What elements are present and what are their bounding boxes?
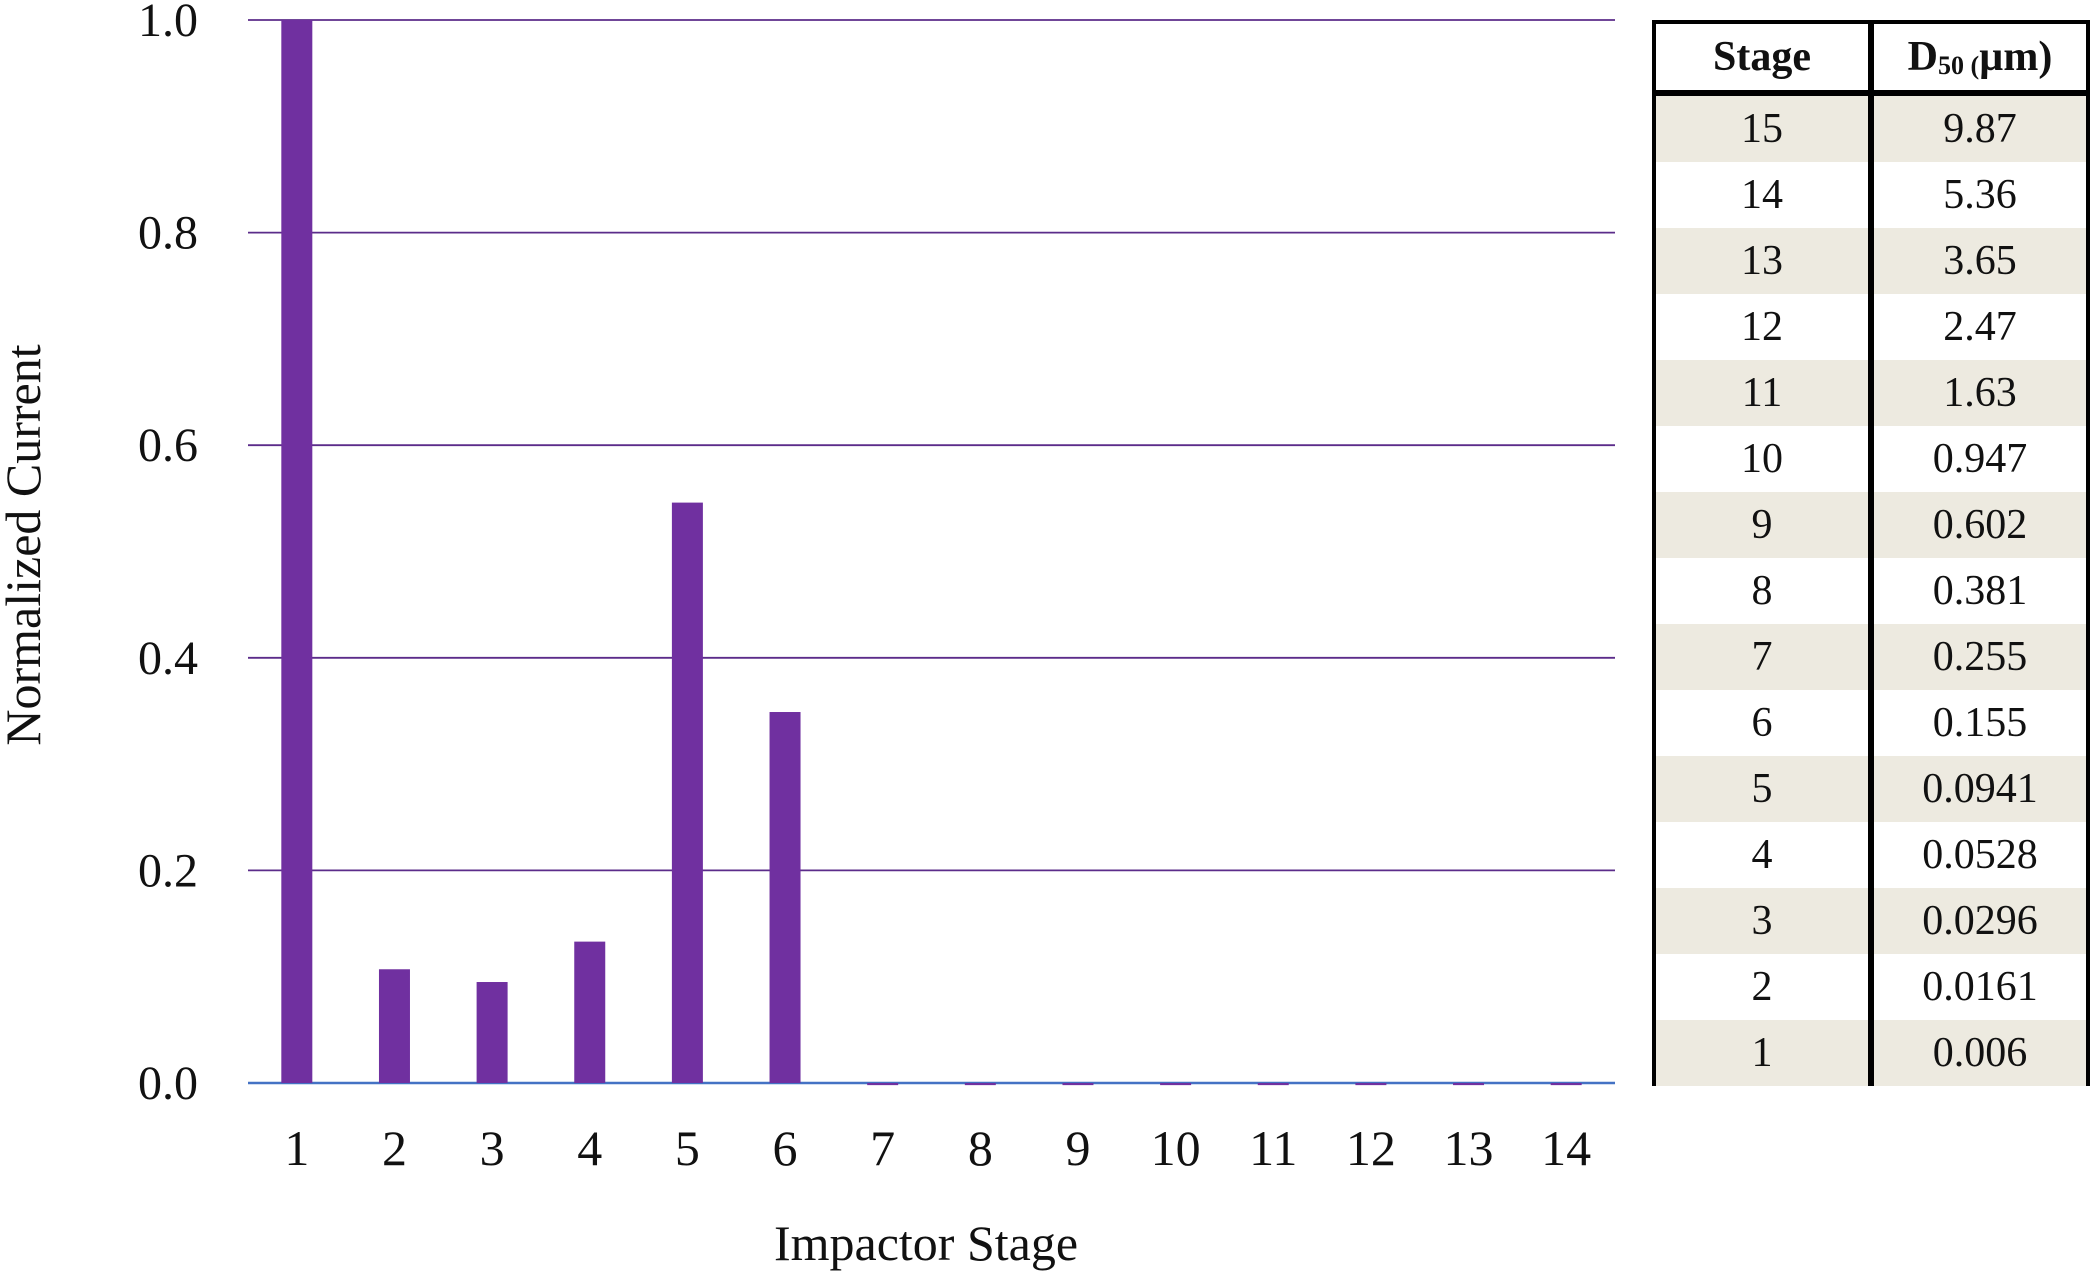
- header-d50-sub: 50 (: [1938, 51, 1980, 80]
- stage-cell: 3: [1656, 888, 1874, 954]
- bar-stage-7: [867, 1083, 899, 1086]
- table-row: 9 0.602: [1656, 492, 2086, 558]
- bar-stage-10: [1160, 1083, 1192, 1086]
- y-tick-label: 0.0: [138, 1057, 198, 1110]
- table-row: 14 5.36: [1656, 162, 2086, 228]
- y-tick-label: 0.6: [138, 419, 198, 472]
- d50-cell: 0.255: [1871, 624, 2086, 690]
- x-tick-label: 5: [675, 1120, 700, 1176]
- x-tick-label: 11: [1249, 1120, 1297, 1176]
- x-tick-label: 7: [870, 1120, 895, 1176]
- header-stage: Stage: [1656, 24, 1874, 96]
- stage-cell: 9: [1656, 492, 1874, 558]
- stage-cell: 13: [1656, 228, 1874, 294]
- y-tick-label: 1.0: [138, 0, 198, 47]
- table-row: 5 0.0941: [1656, 756, 2086, 822]
- bar-stage-13: [1453, 1083, 1485, 1086]
- d50-cell: 0.0161: [1871, 954, 2086, 1020]
- bar-stage-11: [1257, 1083, 1289, 1086]
- d50-cell: 0.155: [1871, 690, 2086, 756]
- header-d50-main: D: [1907, 34, 1938, 80]
- x-tick-label: 8: [968, 1120, 993, 1176]
- d50-cell: 0.381: [1871, 558, 2086, 624]
- table-row: 7 0.255: [1656, 624, 2086, 690]
- stage-cell: 4: [1656, 822, 1874, 888]
- bar-stage-1: [281, 20, 313, 1083]
- x-tick-label: 13: [1444, 1120, 1494, 1176]
- table-row: 2 0.0161: [1656, 954, 2086, 1020]
- table-row: 8 0.381: [1656, 558, 2086, 624]
- table-row: 11 1.63: [1656, 360, 2086, 426]
- table-row: 10 0.947: [1656, 426, 2086, 492]
- y-tick-label: 0.2: [138, 844, 198, 897]
- stage-cell: 12: [1656, 294, 1874, 360]
- d50-cell: 0.0296: [1871, 888, 2086, 954]
- bar-stage-4: [574, 941, 606, 1083]
- bar-chart: 0.00.20.40.60.81.0 1 2 3 4 5 6 7 8 9 10 11 12 13 14 N…: [0, 0, 1615, 1271]
- stage-cell: 14: [1656, 162, 1874, 228]
- bar-stage-3: [476, 982, 508, 1083]
- bar-stage-6: [769, 712, 801, 1083]
- header-d50-unit: µm): [1979, 34, 2053, 80]
- d50-cell: 0.602: [1871, 492, 2086, 558]
- y-tick-label: 0.8: [138, 207, 198, 260]
- table-row: 6 0.155: [1656, 690, 2086, 756]
- stage-cell: 1: [1656, 1020, 1874, 1086]
- table-row: 13 3.65: [1656, 228, 2086, 294]
- stage-cell: 5: [1656, 756, 1874, 822]
- stage-cell: 2: [1656, 954, 1874, 1020]
- stage-cutoff-table: Stage D50 (µm) 15 9.87 14 5.36 13 3.65 12 2.47 1…: [1652, 20, 2090, 1086]
- x-tick-label: 10: [1151, 1120, 1201, 1176]
- stage-cell: 10: [1656, 426, 1874, 492]
- gridlines: [248, 19, 1615, 1085]
- y-tick-labels: 0.0 0.2 0.4 0.6 0.8 1.0: [138, 0, 198, 1110]
- bar-stage-14: [1550, 1083, 1582, 1086]
- d50-cell: 2.47: [1871, 294, 2086, 360]
- stage-cell: 6: [1656, 690, 1874, 756]
- table-row: 3 0.0296: [1656, 888, 2086, 954]
- d50-table: Stage D50 (µm) 15 9.87 14 5.36 13 3.65 12 2.47 1…: [1656, 24, 2086, 1086]
- x-tick-label: 6: [773, 1120, 798, 1176]
- bars: [281, 20, 1582, 1086]
- d50-cell: 0.0528: [1871, 822, 2086, 888]
- x-tick-label: 4: [577, 1120, 602, 1176]
- d50-cell: 0.006: [1871, 1020, 2086, 1086]
- table-row: 15 9.87: [1656, 93, 2086, 162]
- x-tick-labels: 1 2 3 4 5 6 7 8 9 10 11 12 13 14: [284, 1120, 1591, 1176]
- bar-stage-8: [964, 1083, 996, 1086]
- y-tick-label: 0.4: [138, 632, 198, 685]
- x-tick-label: 9: [1065, 1120, 1090, 1176]
- d50-cell: 0.0941: [1871, 756, 2086, 822]
- table-body: 15 9.87 14 5.36 13 3.65 12 2.47 11 1.63 10 0.947 9 0.…: [1656, 93, 2086, 1086]
- stage-cell: 11: [1656, 360, 1874, 426]
- x-tick-label: 12: [1346, 1120, 1396, 1176]
- bar-stage-9: [1062, 1083, 1094, 1086]
- table-row: 12 2.47: [1656, 294, 2086, 360]
- header-d50: D50 (µm): [1871, 24, 2086, 96]
- x-tick-label: 3: [480, 1120, 505, 1176]
- x-axis-title: Impactor Stage: [774, 1215, 1078, 1271]
- x-tick-label: 2: [382, 1120, 407, 1176]
- bar-stage-12: [1355, 1083, 1387, 1086]
- table-row: 4 0.0528: [1656, 822, 2086, 888]
- d50-cell: 0.947: [1871, 426, 2086, 492]
- table-header-row: Stage D50 (µm): [1656, 24, 2086, 96]
- d50-cell: 9.87: [1871, 93, 2086, 162]
- d50-cell: 3.65: [1871, 228, 2086, 294]
- stage-cell: 15: [1656, 93, 1874, 162]
- x-tick-label: 1: [284, 1120, 309, 1176]
- d50-cell: 1.63: [1871, 360, 2086, 426]
- bar-stage-2: [378, 969, 410, 1083]
- x-tick-label: 14: [1541, 1120, 1591, 1176]
- bar-stage-5: [671, 502, 703, 1083]
- d50-cell: 5.36: [1871, 162, 2086, 228]
- stage-cell: 8: [1656, 558, 1874, 624]
- table-row: 1 0.006: [1656, 1020, 2086, 1086]
- stage-cell: 7: [1656, 624, 1874, 690]
- y-axis-title: Normalized Current: [0, 344, 51, 745]
